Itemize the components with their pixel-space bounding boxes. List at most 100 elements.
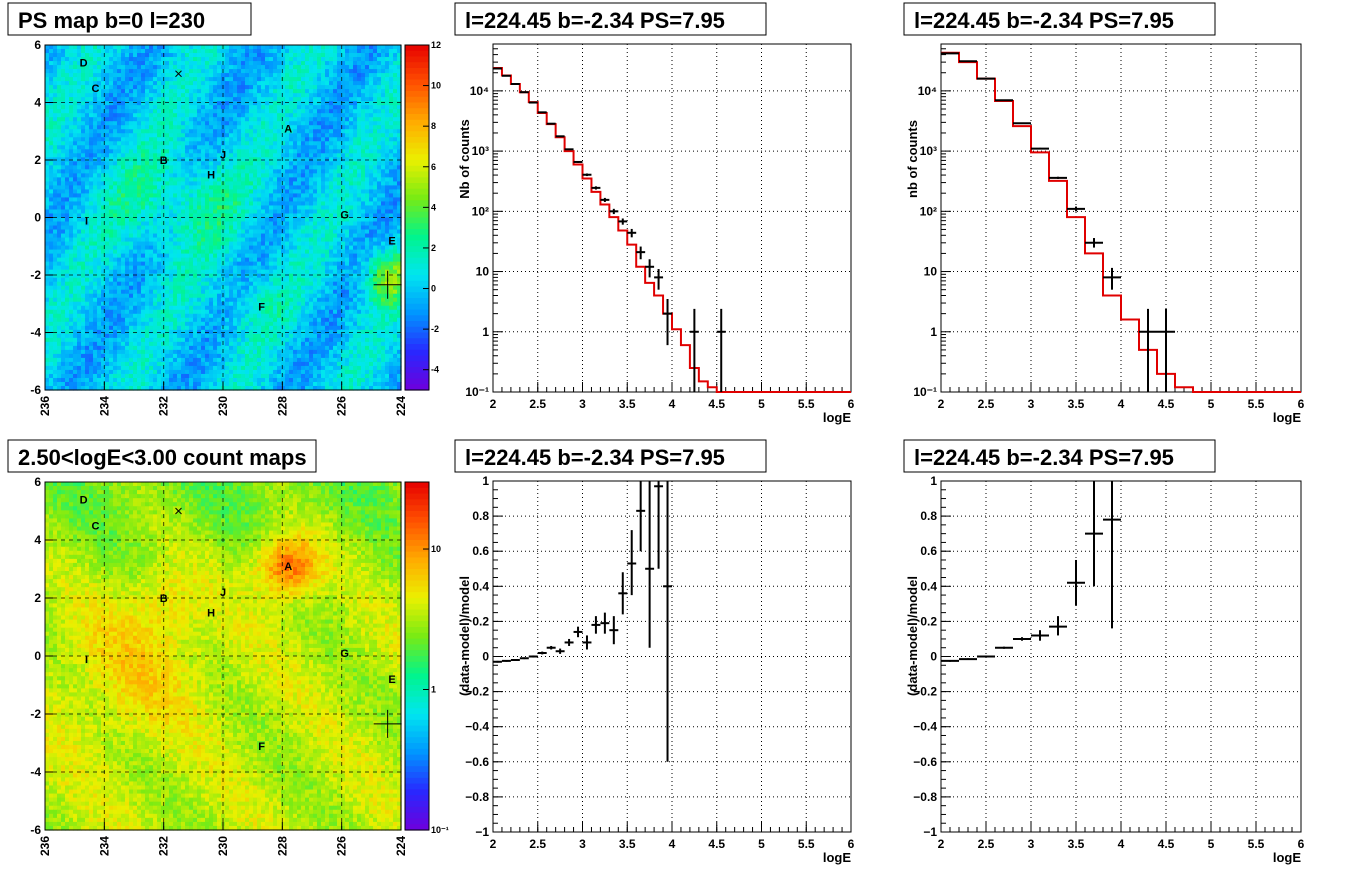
map-pixel xyxy=(265,145,270,150)
map-pixel xyxy=(393,193,398,199)
map-pixel xyxy=(237,109,242,114)
map-pixel xyxy=(109,77,114,82)
map-pixel xyxy=(73,185,78,191)
map-pixel xyxy=(85,269,90,275)
map-pixel xyxy=(325,141,330,146)
map-pixel xyxy=(121,245,126,251)
map-pixel xyxy=(137,57,142,62)
map-pixel xyxy=(105,197,110,203)
map-pixel xyxy=(361,265,366,271)
map-pixel xyxy=(301,213,306,219)
map-pixel xyxy=(61,209,66,215)
map-pixel xyxy=(389,181,394,187)
map-pixel xyxy=(189,133,194,138)
map-pixel xyxy=(57,209,62,215)
map-pixel xyxy=(197,145,202,150)
map-pixel xyxy=(93,69,98,74)
map-pixel xyxy=(69,209,74,215)
map-pixel xyxy=(133,205,138,211)
map-pixel xyxy=(69,129,74,134)
map-pixel xyxy=(81,137,86,142)
map-pixel xyxy=(85,65,90,70)
map-pixel xyxy=(341,185,346,191)
map-pixel xyxy=(373,241,378,247)
map-pixel xyxy=(289,177,294,182)
map-pixel xyxy=(73,109,78,114)
map-pixel xyxy=(365,93,370,98)
map-pixel xyxy=(313,45,318,50)
map-pixel xyxy=(205,141,210,146)
map-pixel xyxy=(85,201,90,207)
map-pixel xyxy=(69,269,74,275)
map-pixel xyxy=(301,137,306,142)
map-pixel xyxy=(49,201,54,207)
map-pixel xyxy=(389,217,394,223)
map-pixel xyxy=(49,93,54,98)
map-pixel xyxy=(117,45,122,50)
map-pixel xyxy=(225,193,230,199)
map-pixel xyxy=(237,197,242,203)
map-pixel xyxy=(57,145,62,150)
map-pixel xyxy=(85,49,90,54)
map-pixel xyxy=(321,61,326,66)
map-pixel xyxy=(101,165,106,170)
map-pixel xyxy=(313,73,318,78)
map-pixel xyxy=(217,49,222,54)
map-pixel xyxy=(317,149,322,154)
map-pixel xyxy=(245,45,250,50)
map-pixel xyxy=(117,129,122,134)
map-pixel xyxy=(181,193,186,199)
map-pixel xyxy=(353,93,358,98)
map-pixel xyxy=(293,253,298,259)
map-pixel xyxy=(333,209,338,215)
map-pixel xyxy=(153,53,158,58)
map-pixel xyxy=(221,241,226,247)
map-pixel xyxy=(233,101,238,106)
map-pixel xyxy=(193,113,198,118)
map-pixel xyxy=(393,133,398,138)
map-pixel xyxy=(61,217,66,223)
map-pixel xyxy=(297,141,302,146)
map-pixel xyxy=(221,137,226,142)
map-pixel xyxy=(345,181,350,187)
map-pixel xyxy=(49,253,54,259)
map-pixel xyxy=(313,53,318,58)
map-pixel xyxy=(153,253,158,259)
map-pixel xyxy=(317,165,322,170)
map-pixel xyxy=(377,189,382,195)
map-pixel xyxy=(217,57,222,62)
map-pixel xyxy=(329,145,334,150)
map-pixel xyxy=(313,101,318,106)
map-pixel xyxy=(281,105,286,110)
map-pixel xyxy=(65,101,70,106)
map-pixel xyxy=(137,133,142,138)
map-pixel xyxy=(289,49,294,54)
map-pixel xyxy=(341,121,346,126)
map-pixel xyxy=(217,193,222,199)
map-pixel xyxy=(133,217,138,223)
map-pixel xyxy=(285,261,290,267)
map-pixel xyxy=(325,233,330,239)
map-pixel xyxy=(145,213,150,219)
map-pixel xyxy=(89,45,94,50)
map-pixel xyxy=(157,77,162,82)
map-pixel xyxy=(213,225,218,231)
map-pixel xyxy=(121,61,126,66)
map-pixel xyxy=(341,225,346,231)
map-pixel xyxy=(281,177,286,182)
map-pixel xyxy=(377,109,382,114)
map-pixel xyxy=(389,205,394,211)
map-pixel xyxy=(353,105,358,110)
map-pixel xyxy=(297,229,302,235)
map-pixel xyxy=(169,181,174,187)
map-pixel xyxy=(157,221,162,227)
map-pixel xyxy=(261,233,266,239)
map-pixel xyxy=(309,245,314,251)
map-pixel xyxy=(77,61,82,66)
map-pixel xyxy=(117,201,122,207)
map-pixel xyxy=(113,261,118,267)
map-pixel xyxy=(325,125,330,130)
map-pixel xyxy=(345,229,350,235)
map-pixel xyxy=(197,93,202,98)
map-pixel xyxy=(149,145,154,150)
